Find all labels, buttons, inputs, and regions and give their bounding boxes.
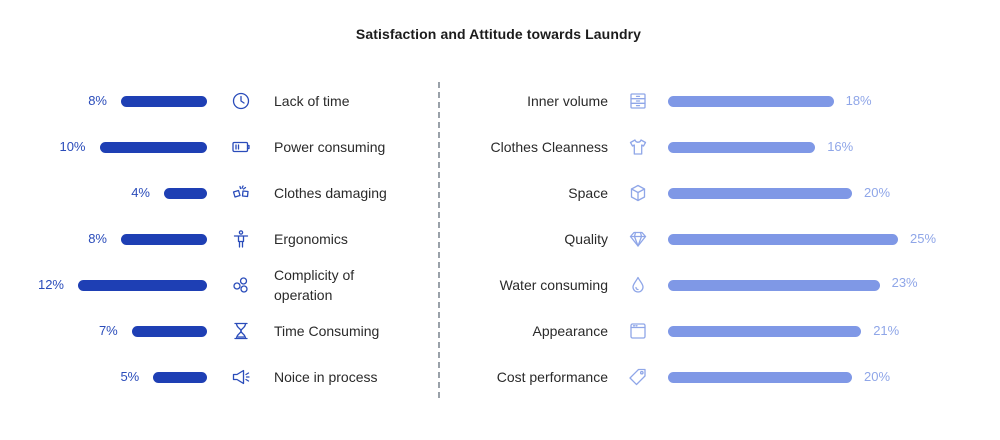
bar-right [668,142,816,153]
category-label: Power consuming [274,139,386,155]
value-label: 12% [37,277,64,292]
value-label: 10% [59,139,86,154]
category-label: Noice in process [274,369,378,385]
category-label: Clothes Cleanness [490,139,608,155]
value-label: 5% [120,369,140,384]
ergonomics-icon [231,229,251,249]
value-label: 25% [910,231,937,246]
price-tag-icon [628,367,648,387]
drawers-icon [628,91,648,111]
category-label: Cost performance [496,369,608,385]
category-label: Time Consuming [274,323,380,339]
shirt-icon [628,137,648,157]
category-label: Complicity of operation [274,267,355,303]
value-label: 7% [98,323,118,338]
bar-left [99,142,207,153]
battery-icon [231,137,251,157]
bar-left [121,96,207,107]
value-label: 20% [864,369,891,384]
bar-left [78,280,207,291]
category-label: Inner volume [527,93,608,109]
speaker-icon [231,367,251,387]
category-label: Lack of time [274,93,350,109]
value-label: 23% [891,275,918,290]
value-label: 8% [88,93,107,108]
bar-left [164,188,207,199]
bar-left [153,372,207,383]
bar-left [121,234,207,245]
hourglass-icon [231,321,251,341]
category-label: Quality [564,231,608,247]
diamond-icon [628,229,648,249]
window-icon [628,321,648,341]
value-label: 8% [88,231,107,246]
bar-right [668,372,852,383]
gears-icon [231,275,251,295]
category-label: Water consuming [499,277,608,293]
water-drop-icon [628,275,648,295]
chart-title: Satisfaction and Attitude towards Laundr… [355,26,642,42]
torn-clothes-icon [231,183,251,203]
bar-right [668,188,852,199]
center-divider [438,82,440,398]
bar-left [131,326,207,337]
value-label: 21% [873,323,900,338]
clock-icon [231,91,251,111]
value-label: 20% [864,185,891,200]
box-icon [628,183,648,203]
bar-right [668,96,834,107]
category-label: Appearance [532,323,608,339]
category-label: Clothes damaging [274,185,387,201]
bar-right [668,234,898,245]
value-label: 16% [827,139,854,154]
bar-right [668,280,880,291]
category-label: Ergonomics [274,231,348,247]
category-label: Space [568,185,608,201]
value-label: 18% [845,93,872,108]
bar-right [668,326,862,337]
value-label: 4% [131,185,150,200]
